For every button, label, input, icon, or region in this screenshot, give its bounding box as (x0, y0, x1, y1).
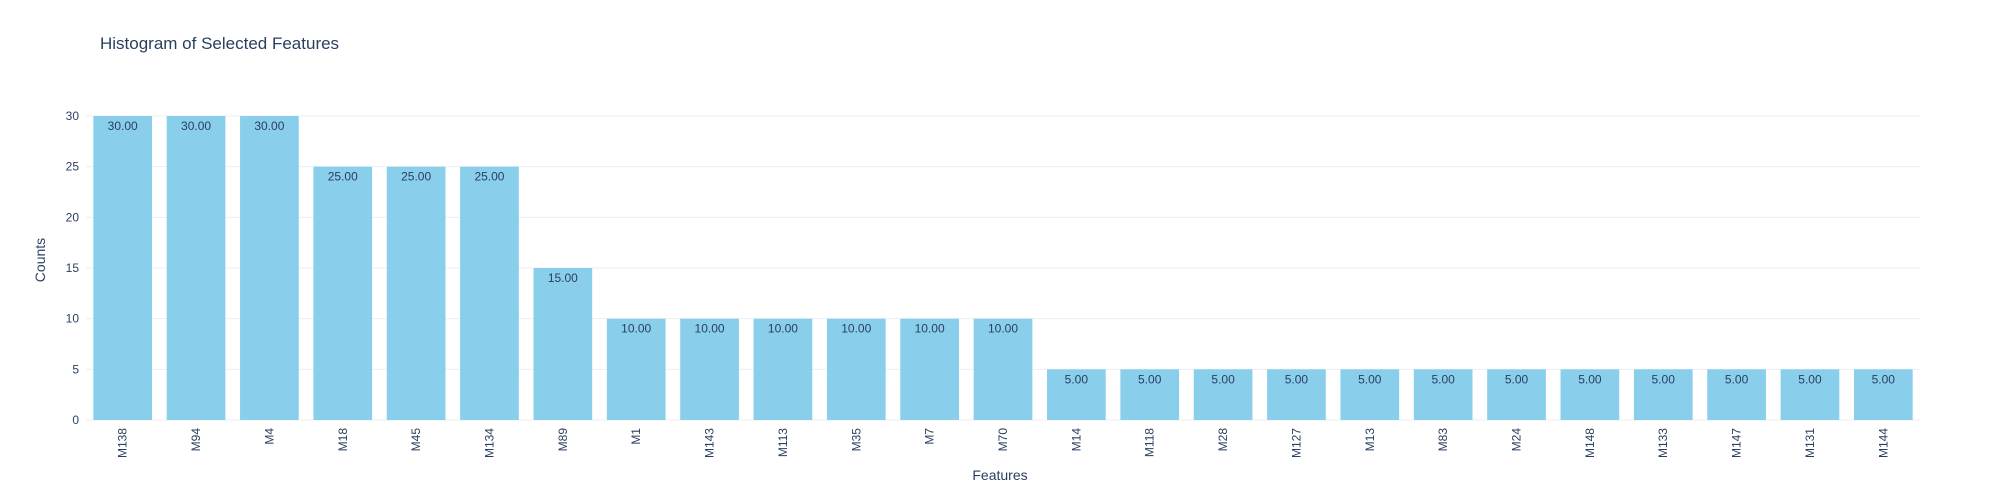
bar-value-label: 5.00 (1358, 372, 1382, 386)
bar-m131[interactable] (1780, 369, 1840, 420)
bar-value-label: 5.00 (1211, 372, 1235, 386)
bar-m148[interactable] (1560, 369, 1620, 420)
bar-value-label: 5.00 (1285, 372, 1309, 386)
bar-m113[interactable] (753, 318, 813, 420)
bar-m28[interactable] (1193, 369, 1253, 420)
bars (93, 116, 1913, 420)
x-tick-label: M118 (1143, 428, 1157, 457)
x-tick-label: M45 (409, 428, 423, 452)
x-axis-label: Features (972, 467, 1027, 483)
bar-m24[interactable] (1487, 369, 1546, 420)
x-tick-label: M35 (849, 428, 863, 452)
x-tick-label: M138 (116, 428, 130, 458)
y-tick-label: 10 (66, 312, 80, 326)
x-tick-label: M89 (556, 428, 570, 452)
x-tick-label: M134 (482, 428, 496, 458)
x-tick-label: M18 (336, 428, 350, 452)
bar-value-label: 5.00 (1725, 372, 1749, 386)
x-tick-label: M94 (189, 428, 203, 452)
x-axis-ticks: M138 M94 M4 M18 M45 M134 M89 M1 M143 M113 M35 M7 M70… (116, 428, 1891, 458)
bar-m35[interactable] (826, 318, 886, 420)
bar-m18[interactable] (313, 166, 373, 420)
bar-m94[interactable] (166, 116, 226, 420)
bar-m144[interactable] (1853, 369, 1913, 420)
bar-m7[interactable] (900, 318, 959, 420)
bar-value-label: 10.00 (915, 322, 945, 336)
y-tick-label: 30 (66, 109, 80, 123)
x-tick-label: M1 (629, 428, 643, 445)
bar-value-label: 10.00 (841, 322, 871, 336)
bar-value-label: 10.00 (988, 322, 1018, 336)
x-tick-label: M144 (1876, 428, 1890, 458)
bar-m133[interactable] (1633, 369, 1693, 420)
bar-m118[interactable] (1120, 369, 1180, 420)
bar-value-label: 30.00 (108, 119, 138, 133)
bar-m70[interactable] (973, 318, 1033, 420)
x-tick-label: M14 (1069, 428, 1083, 452)
bar-value-label: 5.00 (1065, 372, 1089, 386)
bar-value-labels: 30.00 30.00 30.00 25.00 25.00 25.00 15.00 10.00… (108, 119, 1896, 386)
x-tick-label: M113 (776, 428, 790, 457)
bar-m134[interactable] (460, 166, 519, 420)
y-tick-label: 0 (72, 413, 79, 427)
x-tick-label: M70 (996, 428, 1010, 452)
y-tick-label: 25 (66, 160, 80, 174)
bar-value-label: 5.00 (1578, 372, 1602, 386)
bar-value-label: 10.00 (768, 322, 798, 336)
bar-m1[interactable] (606, 318, 666, 420)
x-tick-label: M143 (703, 428, 717, 458)
x-tick-label: M28 (1216, 428, 1230, 452)
y-tick-label: 15 (66, 261, 80, 275)
bar-m89[interactable] (533, 268, 593, 420)
bar-value-label: 25.00 (401, 170, 431, 184)
bar-value-label: 30.00 (181, 119, 211, 133)
bar-value-label: 5.00 (1652, 372, 1676, 386)
bar-m143[interactable] (680, 318, 739, 420)
y-tick-label: 20 (66, 210, 80, 224)
x-tick-label: M133 (1656, 428, 1670, 458)
bar-value-label: 25.00 (328, 170, 358, 184)
chart-title: Histogram of Selected Features (100, 34, 339, 53)
bar-value-label: 5.00 (1872, 372, 1896, 386)
x-tick-label: M4 (262, 428, 276, 445)
bar-value-label: 10.00 (621, 322, 651, 336)
bar-m13[interactable] (1340, 369, 1400, 420)
bar-m83[interactable] (1413, 369, 1473, 420)
bar-value-label: 5.00 (1505, 372, 1529, 386)
x-tick-label: M148 (1583, 428, 1597, 458)
bar-value-label: 5.00 (1798, 372, 1822, 386)
bar-m4[interactable] (240, 116, 299, 420)
x-tick-label: M24 (1510, 428, 1524, 452)
bar-m127[interactable] (1267, 369, 1326, 420)
x-tick-label: M83 (1436, 428, 1450, 452)
y-axis-ticks: 0 5 10 15 20 25 30 (66, 109, 80, 427)
bar-value-label: 25.00 (474, 170, 504, 184)
x-tick-label: M131 (1803, 428, 1817, 458)
bar-m45[interactable] (386, 166, 446, 420)
y-axis-label: Counts (32, 238, 48, 282)
y-tick-label: 5 (72, 362, 79, 376)
bar-value-label: 15.00 (548, 271, 578, 285)
bar-value-label: 5.00 (1431, 372, 1455, 386)
x-tick-label: M147 (1730, 428, 1744, 458)
bar-m147[interactable] (1707, 369, 1766, 420)
bar-m138[interactable] (93, 116, 153, 420)
bar-value-label: 10.00 (695, 322, 725, 336)
x-tick-label: M127 (1289, 428, 1303, 458)
x-tick-label: M13 (1363, 428, 1377, 452)
x-tick-label: M7 (923, 428, 937, 445)
bar-m14[interactable] (1047, 369, 1106, 420)
bar-value-label: 30.00 (254, 119, 284, 133)
bar-value-label: 5.00 (1138, 372, 1162, 386)
